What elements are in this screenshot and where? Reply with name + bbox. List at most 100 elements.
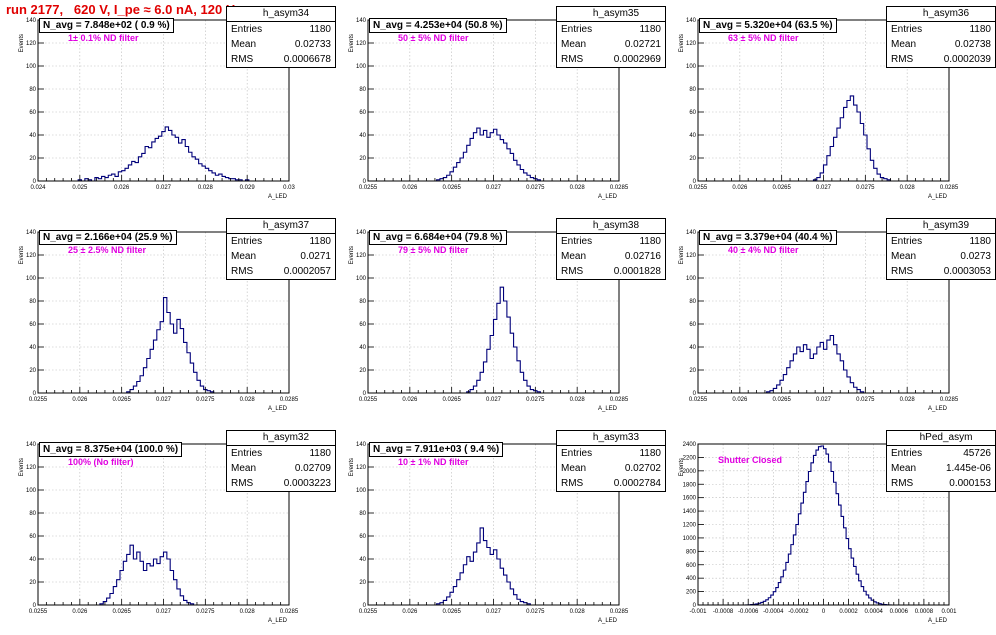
- x-tick-label: 0.026: [402, 185, 418, 191]
- histogram-panel-h_asym37: 0.0255 0.026 0.0265 0.027 0.0275 0.028 0.0285 0…: [18, 218, 338, 423]
- stats-row-entries: Entries 1180: [227, 234, 335, 249]
- y-tick-label: 20: [359, 156, 366, 162]
- x-tick-label: 0.028: [570, 609, 586, 615]
- nd-filter-label: 79 ± 5% ND filter: [398, 245, 469, 255]
- n-avg-label: N_avg = 3.379e+04 (40.4 %): [699, 230, 837, 245]
- histogram-series-h_asym33: [436, 527, 531, 605]
- stats-row-rms: RMS 0.0002039: [887, 52, 995, 67]
- y-tick-label: 100: [686, 276, 697, 282]
- histogram-panel-h_asym33: 0.0255 0.026 0.0265 0.027 0.0275 0.028 0.0285 0…: [348, 430, 668, 635]
- x-tick-label: 0.027: [486, 185, 502, 191]
- histogram-plot: 0.024 0.025 0.026 0.027 0.028 0.029 0.03 0 20 40 6…: [19, 18, 295, 200]
- x-tick-label: 0.027: [486, 397, 502, 403]
- stats-value: 0.0002784: [613, 478, 661, 489]
- stats-row-mean: Mean 0.02709: [227, 461, 335, 476]
- x-tick-label: 0.026: [72, 609, 88, 615]
- stats-label: Entries: [561, 448, 593, 459]
- histogram-panel-hPed_asym: -0.001 -0.0008 -0.0006 -0.0004 -0.0002 0 0.000…: [678, 430, 996, 635]
- histogram-name: hPed_asym: [887, 431, 995, 446]
- x-tick-label: 0.024: [30, 185, 46, 191]
- stats-label: Entries: [891, 448, 923, 459]
- stats-row-entries: Entries 1180: [887, 22, 995, 37]
- x-tick-label: 0.028: [240, 609, 256, 615]
- histogram-plot: 0.0255 0.026 0.0265 0.027 0.0275 0.028 0.0285 0…: [679, 18, 959, 200]
- x-tick-label: -0.0008: [713, 609, 734, 615]
- stats-value: 1180: [639, 236, 661, 247]
- stats-label: Mean: [561, 251, 587, 262]
- y-axis-label: Events: [679, 458, 685, 476]
- x-tick-label: 0.0285: [610, 185, 629, 191]
- stats-row-mean: Mean 0.02702: [557, 461, 665, 476]
- y-tick-label: 200: [686, 590, 697, 596]
- y-tick-label: 120: [686, 41, 697, 47]
- y-tick-label: 60: [359, 534, 366, 540]
- stats-label: Mean: [891, 463, 917, 474]
- x-tick-label: 0.029: [240, 185, 256, 191]
- x-tick-label: 0: [822, 609, 826, 615]
- y-tick-label: 60: [689, 322, 696, 328]
- x-tick-label: 0.027: [156, 397, 172, 403]
- x-axis-label: A_LED: [268, 194, 288, 200]
- x-axis-label: A_LED: [268, 406, 288, 412]
- y-tick-label: 1400: [683, 509, 697, 515]
- x-tick-label: 0.0275: [526, 397, 545, 403]
- y-tick-label: 80: [359, 511, 366, 517]
- n-avg-label: N_avg = 8.375e+04 (100.0 %): [39, 442, 183, 457]
- y-axis-label: Events: [349, 458, 355, 476]
- y-tick-label: 80: [359, 87, 366, 93]
- x-tick-label: -0.001: [689, 609, 707, 615]
- y-tick-label: 120: [356, 465, 367, 471]
- y-tick-label: 40: [359, 557, 366, 563]
- x-tick-label: 0.0275: [856, 397, 875, 403]
- stats-label: RMS: [231, 478, 254, 489]
- stats-row-entries: Entries 1180: [557, 446, 665, 461]
- stats-value: 0.000153: [949, 478, 991, 489]
- x-tick-label: 0.0275: [856, 185, 875, 191]
- y-tick-label: 20: [359, 580, 366, 586]
- x-axis-label: A_LED: [598, 618, 618, 624]
- x-axis-label: A_LED: [928, 406, 948, 412]
- stats-row-rms: RMS 0.0006678: [227, 52, 335, 67]
- y-tick-label: 20: [359, 368, 366, 374]
- y-tick-label: 1800: [683, 482, 697, 488]
- nd-filter-label: 63 ± 5% ND filter: [728, 33, 799, 43]
- histogram-panel-h_asym38: 0.0255 0.026 0.0265 0.027 0.0275 0.028 0.0285 0…: [348, 218, 668, 423]
- histogram-series-hPed_asym: [745, 445, 892, 606]
- x-tick-label: 0.026: [732, 185, 748, 191]
- x-tick-label: 0.0002: [839, 609, 858, 615]
- x-tick-label: 0.0255: [689, 397, 708, 403]
- stats-box: h_asym32 Entries 1180 Mean 0.02709 RMS 0.00032…: [226, 430, 336, 492]
- y-tick-label: 100: [686, 64, 697, 70]
- y-tick-label: 80: [29, 87, 36, 93]
- histogram-name: h_asym35: [557, 7, 665, 22]
- stats-box: h_asym35 Entries 1180 Mean 0.02721 RMS 0.00029…: [556, 6, 666, 68]
- y-tick-label: 80: [29, 299, 36, 305]
- stats-value: 1180: [309, 448, 331, 459]
- y-tick-label: 40: [359, 133, 366, 139]
- y-tick-label: 140: [26, 230, 37, 236]
- y-tick-label: 140: [686, 230, 697, 236]
- stats-row-mean: Mean 1.445e-06: [887, 461, 995, 476]
- histogram-plot: 0.0255 0.026 0.0265 0.027 0.0275 0.028 0.0285 0…: [19, 230, 299, 412]
- y-tick-label: 0: [693, 391, 697, 397]
- stats-value: 1180: [309, 236, 331, 247]
- n-avg-label: N_avg = 6.684e+04 (79.8 %): [369, 230, 507, 245]
- y-tick-label: 1600: [683, 496, 697, 502]
- y-tick-label: 120: [26, 465, 37, 471]
- stats-row-mean: Mean 0.02716: [557, 249, 665, 264]
- x-tick-label: 0.0255: [689, 185, 708, 191]
- histogram-name: h_asym38: [557, 219, 665, 234]
- stats-label: Mean: [891, 39, 917, 50]
- x-tick-label: 0.0285: [940, 185, 959, 191]
- stats-value: 0.0271: [300, 251, 331, 262]
- stats-label: Entries: [231, 236, 263, 247]
- histogram-panel-h_asym34: 0.024 0.025 0.026 0.027 0.028 0.029 0.03 0 20 40 6…: [18, 6, 338, 211]
- x-tick-label: 0.0006: [890, 609, 909, 615]
- y-tick-label: 0: [33, 603, 37, 609]
- stats-label: RMS: [561, 478, 584, 489]
- x-tick-label: 0.0255: [359, 185, 378, 191]
- x-tick-label: 0.0265: [112, 397, 131, 403]
- stats-row-entries: Entries 1180: [227, 22, 335, 37]
- stats-label: RMS: [561, 54, 584, 65]
- y-tick-label: 120: [26, 253, 37, 259]
